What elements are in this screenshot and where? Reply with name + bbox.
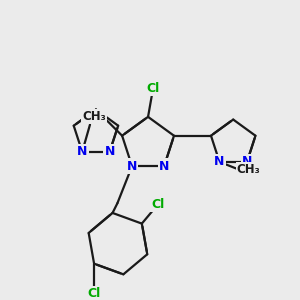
Text: N: N [242,155,252,168]
Text: N: N [214,155,225,168]
Text: N: N [104,145,115,158]
Text: CH₃: CH₃ [237,163,261,176]
Text: CH₃: CH₃ [82,110,106,123]
Text: N: N [159,160,169,173]
Text: Cl: Cl [146,82,160,94]
Text: N: N [127,160,137,173]
Text: Cl: Cl [152,198,165,211]
Text: Cl: Cl [88,287,101,300]
Text: N: N [77,145,87,158]
